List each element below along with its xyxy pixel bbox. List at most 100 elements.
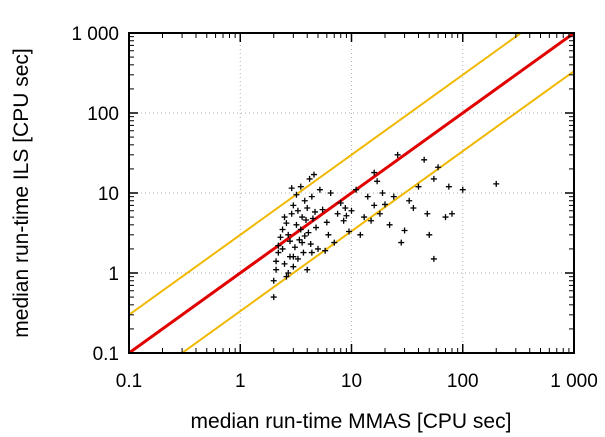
data-point <box>361 214 368 221</box>
data-point <box>337 199 344 206</box>
data-point <box>331 239 338 246</box>
x-tick-label: 1 000 <box>550 371 598 392</box>
data-point <box>316 186 323 193</box>
data-point <box>371 169 378 176</box>
data-point <box>293 221 300 228</box>
data-point <box>305 229 312 236</box>
data-points <box>270 151 500 301</box>
data-point <box>277 234 284 241</box>
data-point <box>398 239 405 246</box>
data-point <box>394 151 401 158</box>
data-point <box>445 183 452 190</box>
data-point <box>430 255 437 262</box>
data-point <box>376 210 383 217</box>
data-point <box>424 210 431 217</box>
data-point <box>343 212 350 219</box>
data-point <box>301 197 308 204</box>
data-point <box>309 215 316 222</box>
data-point <box>323 219 330 226</box>
data-point <box>307 241 314 248</box>
x-tick-label: 10 <box>341 371 362 392</box>
x-axis-title: median run-time MMAS [CPU sec] <box>191 410 512 433</box>
y-tick-label: 1 000 <box>71 24 119 45</box>
data-point <box>301 233 308 240</box>
data-point <box>308 193 315 200</box>
y-tick-label: 100 <box>87 104 119 125</box>
data-point <box>296 236 303 243</box>
data-point <box>285 231 292 238</box>
data-point <box>346 228 353 235</box>
y-tick-label: 1 <box>108 264 119 285</box>
y-tick-labels: 0.1 1 10 100 1 000 <box>71 24 119 365</box>
data-point <box>406 197 413 204</box>
data-point <box>315 245 322 252</box>
data-point <box>325 231 332 238</box>
data-point <box>270 277 277 284</box>
data-point <box>273 266 280 273</box>
data-point <box>290 202 297 209</box>
data-point <box>270 294 277 301</box>
data-point <box>386 221 393 228</box>
data-point <box>285 270 292 276</box>
data-point <box>290 253 297 260</box>
data-point <box>297 183 304 190</box>
data-point <box>275 242 282 249</box>
x-tick-label: 1 <box>235 371 246 392</box>
data-point <box>435 164 442 171</box>
data-point <box>304 204 311 211</box>
data-point <box>426 231 433 238</box>
data-point <box>348 207 355 214</box>
data-point <box>374 178 381 185</box>
data-point <box>293 191 300 198</box>
data-point <box>319 206 326 213</box>
data-point <box>288 185 295 192</box>
data-point <box>353 186 360 193</box>
data-point <box>379 190 386 196</box>
data-point <box>281 260 288 267</box>
y-tick-label: 10 <box>98 184 119 205</box>
data-point <box>310 171 317 178</box>
data-point <box>300 249 307 256</box>
data-point <box>283 220 290 227</box>
data-point <box>410 204 417 211</box>
x-tick-label: 100 <box>447 371 479 392</box>
data-point <box>459 186 466 193</box>
data-point <box>401 227 408 234</box>
data-point <box>421 156 428 163</box>
data-point <box>288 210 295 217</box>
data-point <box>299 214 306 221</box>
data-point <box>297 226 304 233</box>
data-point <box>291 244 298 251</box>
data-point <box>357 231 364 238</box>
data-point <box>308 249 315 256</box>
data-point <box>286 238 293 245</box>
axis-ticks <box>128 32 575 354</box>
data-point <box>304 266 311 273</box>
data-point <box>306 175 313 182</box>
data-point <box>294 255 301 262</box>
data-point <box>313 224 320 231</box>
data-point <box>281 214 288 221</box>
data-point <box>368 217 375 224</box>
identity-line <box>129 33 574 353</box>
data-point <box>279 245 286 252</box>
factor-line <box>129 33 523 316</box>
data-point <box>322 247 329 254</box>
data-point <box>364 193 371 200</box>
data-point <box>448 210 455 217</box>
data-point <box>493 180 500 187</box>
data-point <box>390 193 397 200</box>
data-point <box>273 258 280 265</box>
data-point <box>415 183 422 190</box>
data-point <box>290 263 297 270</box>
data-point <box>283 273 290 280</box>
data-point <box>442 214 449 221</box>
data-point <box>294 207 301 214</box>
data-point <box>299 239 306 246</box>
data-point <box>334 210 341 217</box>
x-tick-labels: 0.1 1 10 100 1 000 <box>116 371 598 392</box>
y-tick-label: 0.1 <box>93 344 119 365</box>
data-point <box>327 190 334 196</box>
data-point <box>381 201 388 208</box>
